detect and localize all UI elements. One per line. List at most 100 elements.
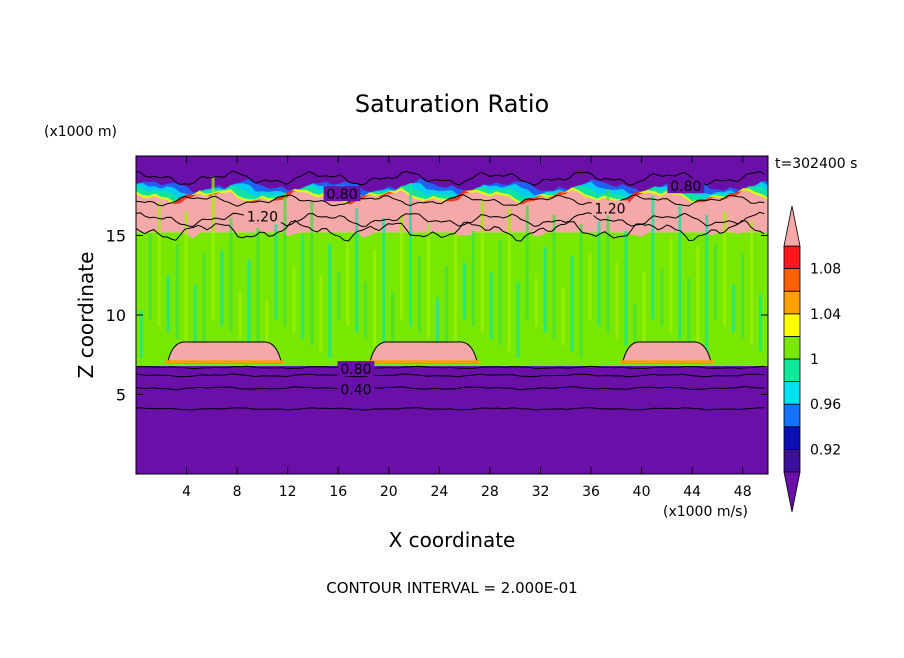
mid-streak-0 [139,310,143,358]
contour-label-bg-1 [667,178,705,194]
mid-streak-11 [238,291,242,339]
colorbar-segment-10 [783,245,801,270]
mid-streak-54 [624,230,628,346]
mid-streak-44 [534,278,538,327]
colorbar-label-0: 0.92 [810,442,841,458]
colorbar-over-arrow [783,205,801,247]
mid-streak-32 [426,224,430,339]
mid-streak-48 [570,256,574,352]
colorbar-segment-5 [783,358,801,383]
mid-streak-41 [507,208,511,352]
contour-label-1: 0.80 [670,179,701,195]
contour-label-bg-0 [323,186,361,202]
mid-streak-34 [444,265,448,352]
lens-rim-2 [619,360,715,364]
contour-line-0 [136,170,765,186]
mid-streak-10 [229,218,233,333]
mid-streak-2 [157,202,161,327]
mid-streak-37 [471,230,475,327]
mid-streak-47 [561,287,565,346]
mid-streak-36 [462,262,466,320]
colorbar-segment-7 [783,313,801,337]
mid-streak-8 [211,176,215,320]
contour-label-5: 0.40 [340,383,371,399]
mid-streak-6 [193,284,197,352]
contour-label-2: 1.20 [247,209,278,225]
mid-streak-66 [732,284,736,333]
x-unit-label: (x1000 m/s) [663,504,748,520]
mid-streak-13 [256,227,260,352]
mid-streak-67 [741,252,745,339]
mid-streak-57 [651,195,655,320]
colorbar-segment-1 [783,448,801,473]
lower-lens-0 [166,341,282,364]
colorbar-under-arrow [783,471,801,513]
mid-streak-69 [759,294,763,352]
mid-streak-64 [714,243,718,320]
contour-label-3: 1.20 [594,201,625,217]
colorbar-label-3: 1.04 [810,307,841,323]
mid-streak-28 [391,291,395,358]
plot-area: 0.80 0.80 1.20 1.20 0.80 0.40 [136,156,768,474]
mid-streak-1 [148,233,152,320]
mid-streak-16 [283,192,287,327]
contour-label-bg-3 [591,200,629,216]
contour-label-bg-4 [337,361,375,377]
contour-line-4 [136,365,765,370]
colorbar-label-1: 0.96 [810,397,841,413]
mid-streak-43 [525,205,529,320]
mid-streak-61 [687,278,691,346]
contour-line-1 [136,194,765,207]
mid-streak-46 [552,214,556,339]
x-tick-label-6: 28 [481,484,499,500]
x-tick-label-8: 36 [582,484,600,500]
lens-rim-1 [366,360,481,364]
mid-streak-22 [337,272,341,320]
x-tick-label-1: 8 [233,484,242,500]
contour-interval-label: CONTOUR INTERVAL = 2.000E-01 [326,579,577,597]
mid-streak-56 [642,272,646,358]
mid-streak-68 [750,221,754,346]
mid-streak-23 [346,240,350,327]
mid-streak-27 [382,218,386,352]
contour-line-3 [136,219,765,242]
mid-streak-49 [579,224,583,358]
y-axis: 5 10 15 [106,227,768,405]
mid-streak-14 [265,300,269,358]
y-tick-label-2: 15 [106,227,126,246]
mid-streak-4 [175,243,179,339]
mid-streak-15 [274,224,278,320]
mid-streak-29 [400,214,404,320]
lower-lens-2 [622,341,712,364]
x-tick-label-4: 20 [380,484,398,500]
x-axis: 4 8 12 16 20 24 28 32 36 40 44 48 [182,156,752,500]
mid-streak-24 [355,208,359,333]
lens-rim-0 [164,360,285,364]
x-tick-label-3: 16 [329,484,347,500]
mid-streak-50 [588,252,592,320]
mid-streak-42 [516,281,520,358]
mid-streak-25 [364,281,368,339]
mid-streak-33 [435,297,439,346]
mid-streak-55 [633,303,637,352]
region-0 [136,365,768,474]
mid-streak-52 [606,189,610,333]
mid-streak-53 [615,262,619,339]
x-tick-label-10: 44 [683,484,701,500]
x-axis-title: X coordinate [389,528,516,552]
y-tick-label-0: 5 [116,386,126,405]
mid-streak-62 [696,246,700,352]
chart-title: Saturation Ratio [355,90,549,118]
mid-streak-7 [202,252,206,358]
x-tick-label-11: 48 [734,484,752,500]
colorbar-segment-6 [783,335,801,360]
y-unit-label: (x1000 m) [44,124,117,140]
mid-streak-3 [166,275,170,333]
mid-streak-19 [310,202,314,346]
colorbar-segment-9 [783,268,801,292]
lower-lens-1 [369,341,478,364]
mid-streak-9 [220,249,224,327]
mid-streak-20 [319,275,323,352]
